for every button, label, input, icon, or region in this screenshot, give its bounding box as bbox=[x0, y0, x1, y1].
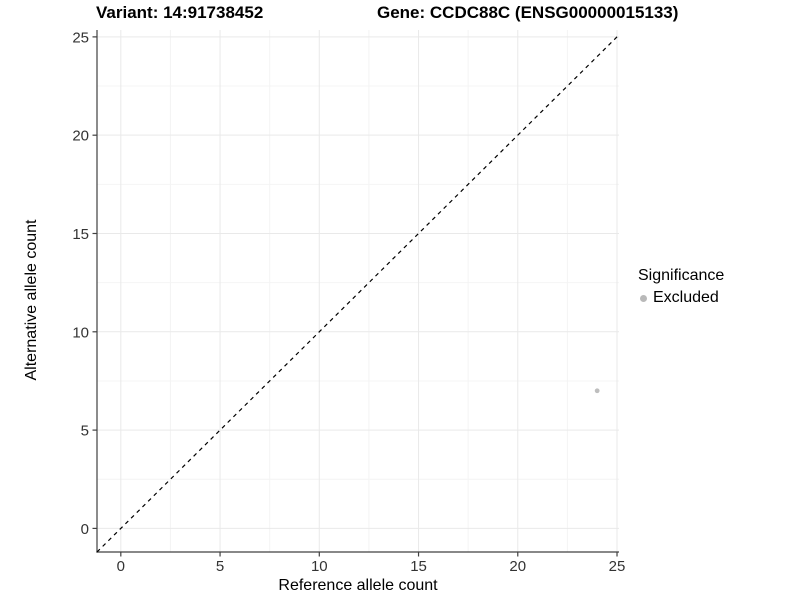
identity-dashed-line bbox=[96, 34, 620, 553]
y-tick-label: 15 bbox=[72, 226, 89, 243]
y-axis-title: Alternative allele count bbox=[23, 219, 40, 381]
data-point bbox=[594, 388, 600, 394]
x-tick-label: 25 bbox=[609, 558, 626, 575]
x-tick-label: 20 bbox=[509, 558, 526, 575]
x-tick-label: 5 bbox=[216, 558, 224, 575]
legend: Significance Excluded bbox=[638, 267, 724, 307]
y-tick-label: 0 bbox=[81, 521, 89, 538]
y-tick-label: 25 bbox=[72, 29, 89, 46]
x-axis-title: Reference allele count bbox=[278, 577, 438, 594]
x-tick-label: 0 bbox=[117, 558, 125, 575]
legend-item-excluded: Excluded bbox=[638, 289, 724, 307]
y-tick-label: 5 bbox=[81, 423, 89, 440]
x-tick-label: 15 bbox=[410, 558, 427, 575]
legend-point-icon bbox=[640, 294, 647, 302]
plot-title-variant: Variant: 14:91738452 bbox=[96, 3, 264, 22]
y-tick-label: 10 bbox=[72, 324, 89, 341]
x-tick-label: 10 bbox=[311, 558, 328, 575]
y-tick-label: 20 bbox=[72, 128, 89, 145]
plot-title-gene: Gene: CCDC88C (ENSG00000015133) bbox=[377, 3, 679, 22]
legend-title: Significance bbox=[638, 267, 725, 284]
legend-item-label: Excluded bbox=[653, 289, 719, 306]
